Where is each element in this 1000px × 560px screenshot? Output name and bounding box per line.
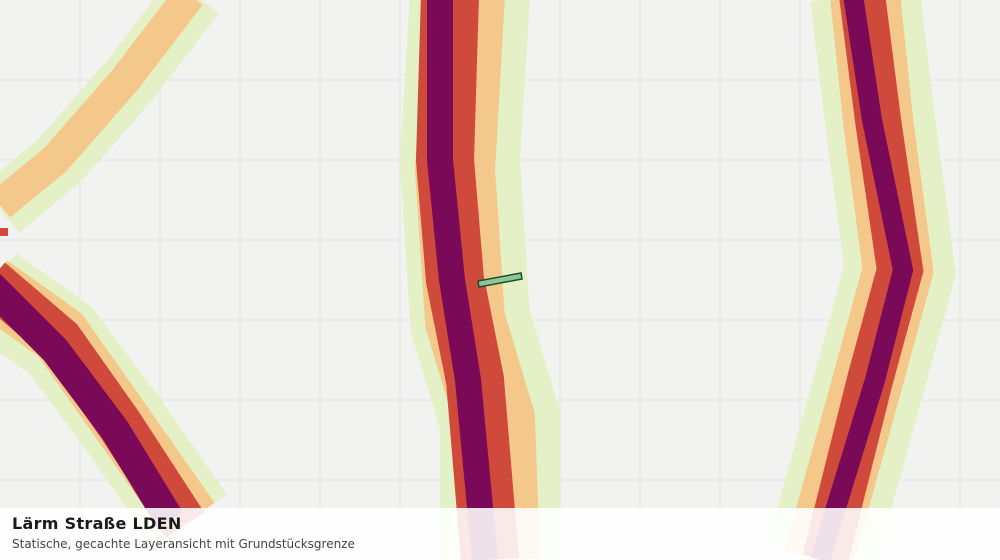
noise-band-sw — [0, 253, 227, 546]
layer-title: Lärm Straße LDEN — [12, 514, 182, 533]
layer-subtitle: Statische, gecachte Layeransicht mit Gru… — [12, 537, 355, 551]
noise-band-center — [399, 0, 560, 560]
caption-bar: Lärm Straße LDEN Statische, gecachte Lay… — [0, 508, 1000, 560]
noise-band-nw — [0, 0, 219, 236]
parcel-boundary — [477, 272, 523, 288]
noise-band-east — [767, 0, 956, 560]
